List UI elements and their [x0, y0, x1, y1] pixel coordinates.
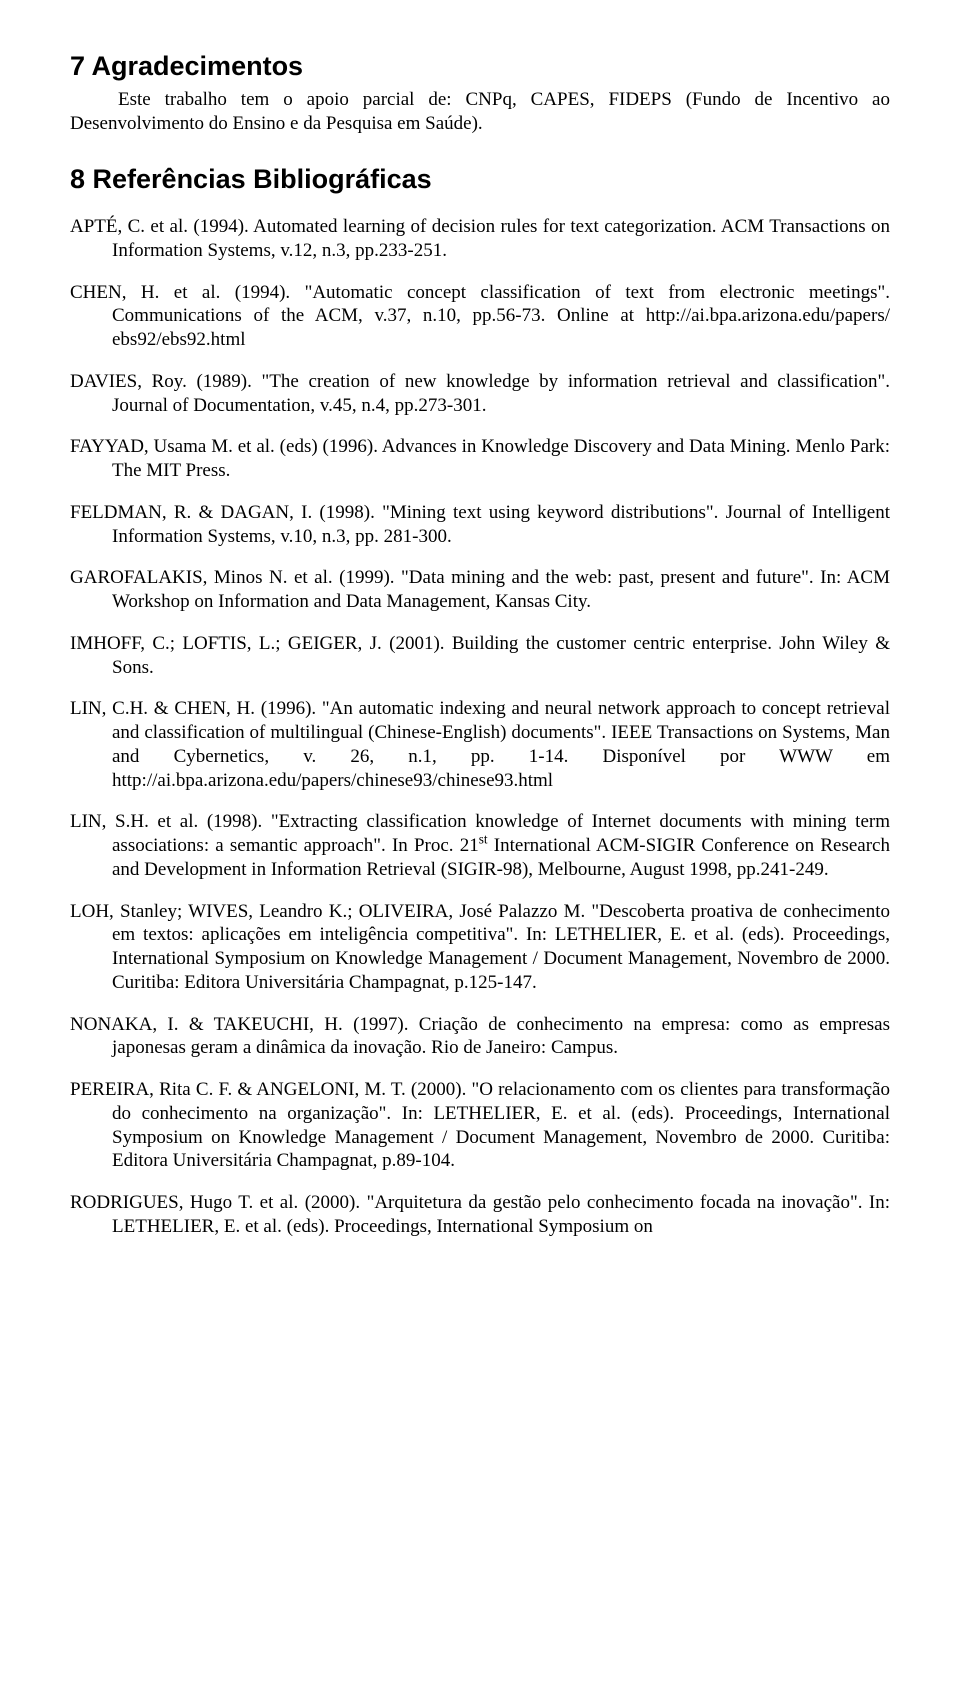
section-heading-referencias: 8 Referências Bibliográficas	[70, 163, 890, 197]
reference-entry: CHEN, H. et al. (1994). "Automatic conce…	[70, 281, 890, 352]
reference-entry: APTÉ, C. et al. (1994). Automated learni…	[70, 215, 890, 263]
reference-entry: FAYYAD, Usama M. et al. (eds) (1996). Ad…	[70, 435, 890, 483]
reference-entry: LIN, C.H. & CHEN, H. (1996). "An automat…	[70, 697, 890, 792]
reference-entry: LOH, Stanley; WIVES, Leandro K.; OLIVEIR…	[70, 900, 890, 995]
reference-entry: PEREIRA, Rita C. F. & ANGELONI, M. T. (2…	[70, 1078, 890, 1173]
reference-entry: FELDMAN, R. & DAGAN, I. (1998). "Mining …	[70, 501, 890, 549]
reference-entry: LIN, S.H. et al. (1998). "Extracting cla…	[70, 810, 890, 881]
reference-entry: GAROFALAKIS, Minos N. et al. (1999). "Da…	[70, 566, 890, 614]
section-heading-agradecimentos: 7 Agradecimentos	[70, 50, 890, 84]
reference-entry: NONAKA, I. & TAKEUCHI, H. (1997). Criaçã…	[70, 1013, 890, 1061]
acknowledgements-body: Este trabalho tem o apoio parcial de: CN…	[70, 88, 890, 136]
reference-entry: IMHOFF, C.; LOFTIS, L.; GEIGER, J. (2001…	[70, 632, 890, 680]
reference-entry: RODRIGUES, Hugo T. et al. (2000). "Arqui…	[70, 1191, 890, 1239]
reference-entry: DAVIES, Roy. (1989). "The creation of ne…	[70, 370, 890, 418]
